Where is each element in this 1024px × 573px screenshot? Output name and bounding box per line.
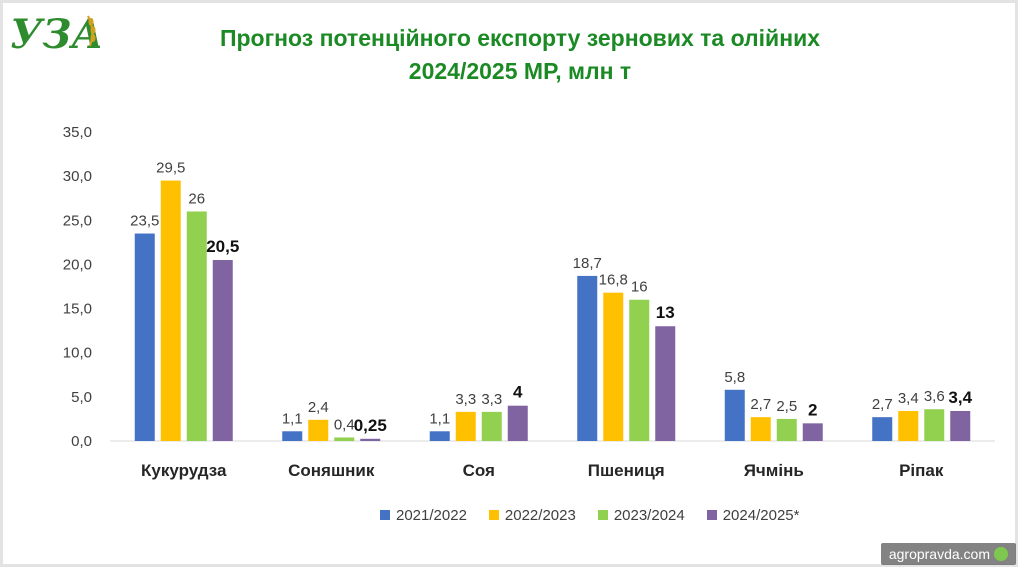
logo-text: УЗА (10, 11, 100, 58)
y-tick-label: 20,0 (63, 256, 92, 273)
bar (308, 419, 329, 441)
watermark-logo-icon (994, 547, 1008, 561)
x-axis: Кукурудза Соняшник Соя Пшениця Ячмінь Ріпак (110, 440, 995, 480)
bar (282, 431, 303, 441)
bar (655, 326, 676, 441)
data-label: 2,7 (872, 396, 893, 413)
legend-label: 2023/2024 (613, 506, 685, 524)
data-label: 23,5 (130, 213, 159, 230)
data-labels: 23,5 29,526 20,5 1,1 2,4 0,4 0,25 1,1 3,3 3,3 4 18,… (130, 160, 972, 435)
legend-swatch (488, 510, 499, 520)
bar (481, 411, 502, 441)
bar (455, 411, 476, 441)
data-label: 3,3 (481, 391, 502, 408)
bar (603, 292, 624, 441)
legend-label: 2022/2023 (504, 506, 576, 524)
bar (134, 233, 155, 441)
chart-title-line1: Прогноз потенційного експорту зернових т… (219, 25, 821, 51)
legend-swatch (380, 510, 390, 520)
bar (360, 438, 381, 441)
watermark-text: agropravda.com (888, 546, 990, 562)
data-label: 0,25 (354, 416, 387, 435)
uza-logo: УЗА (10, 11, 100, 58)
y-tick-label: 0,0 (71, 433, 92, 450)
bar (802, 423, 823, 441)
bar (334, 437, 355, 441)
data-label: 3,4 (948, 388, 972, 407)
legend-item: 2024/2025* (706, 506, 800, 524)
data-label: 1,1 (282, 410, 303, 427)
y-tick-label: 25,0 (63, 212, 92, 229)
bar (577, 275, 598, 441)
chart-title: Прогноз потенційного експорту зернових т… (120, 22, 920, 88)
data-label: 29,5 (156, 160, 185, 177)
data-label: 20,5 (206, 237, 239, 256)
data-label: 3,4 (898, 390, 919, 407)
data-label: 1,1 (429, 410, 450, 427)
bar (776, 418, 797, 441)
bar (160, 180, 181, 442)
y-axis: 0,0 5,0 10,0 15,0 20,0 25,0 30,0 35,0 (63, 124, 92, 450)
bar (507, 405, 528, 441)
legend-item: 2022/2023 (488, 506, 576, 524)
data-label: 4 (513, 383, 523, 402)
y-tick-label: 10,0 (63, 345, 92, 362)
bar (186, 211, 207, 441)
data-label: 0,4 (334, 416, 355, 433)
data-label: 5,8 (724, 369, 745, 386)
x-category-label: Ріпак (899, 461, 944, 480)
legend-swatch (706, 510, 717, 520)
bar (950, 410, 971, 441)
bar (724, 389, 745, 441)
bar (898, 410, 919, 441)
bar (924, 409, 945, 441)
bars (134, 180, 971, 442)
x-category-label: Кукурудза (141, 461, 227, 480)
x-category-label: Соя (463, 461, 495, 480)
legend-label: 2024/2025* (722, 506, 800, 524)
bar (750, 417, 771, 441)
data-label: 2,4 (308, 399, 329, 416)
legend-item: 2021/2022 (380, 507, 467, 524)
y-tick-label: 5,0 (71, 389, 92, 406)
y-tick-label: 30,0 (63, 168, 92, 185)
data-label: 2 (808, 400, 817, 419)
data-label: 16,8 (599, 272, 628, 289)
y-tick-label: 35,0 (63, 124, 92, 141)
bar (629, 299, 650, 441)
x-category-label: Ячмінь (744, 461, 804, 480)
data-label: 3,6 (924, 388, 945, 405)
bar (872, 417, 893, 441)
bar (429, 431, 450, 441)
y-tick-label: 15,0 (63, 301, 92, 318)
legend: 2021/2022 2022/2023 2023/2024 2024/2025* (380, 505, 799, 525)
data-label: 26 (188, 190, 205, 207)
chart-title-line2: 2024/2025 МР, млн т (408, 58, 632, 84)
data-label: 13 (656, 303, 675, 322)
data-label: 2,5 (776, 398, 797, 415)
legend-item: 2023/2024 (597, 506, 685, 524)
data-label: 3,3 (455, 391, 476, 408)
legend-swatch (597, 510, 608, 520)
data-label: 2,7 (750, 396, 771, 413)
x-category-label: Соняшник (288, 461, 375, 480)
legend-label: 2021/2022 (396, 506, 467, 524)
watermark: agropravda.com (880, 543, 1016, 565)
data-label: 18,7 (573, 255, 602, 272)
data-label: 16 (631, 279, 648, 296)
x-category-label: Пшениця (588, 461, 665, 480)
bar (212, 260, 233, 441)
